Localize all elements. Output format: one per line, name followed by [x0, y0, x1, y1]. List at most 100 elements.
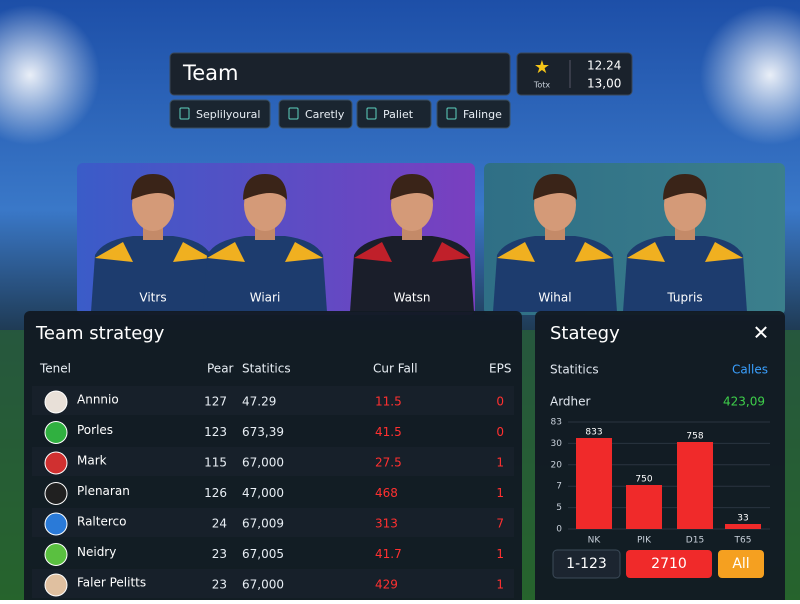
close-button[interactable]: ✕	[753, 321, 770, 345]
player-name: Mark	[77, 454, 107, 468]
column-header: Tenel	[39, 362, 71, 376]
tab-icon	[446, 107, 457, 120]
cur-fall: 41.7	[375, 547, 402, 561]
stadium-light	[700, 5, 800, 145]
panel-title: Team strategy	[35, 323, 165, 344]
y-label: 7	[556, 482, 562, 492]
metric-label: Ardher	[550, 395, 591, 409]
avatar	[44, 421, 68, 444]
eps: 0	[496, 395, 504, 409]
jersey-stripe	[497, 242, 613, 262]
statistics: 47.29	[242, 395, 276, 409]
tab-icon	[366, 107, 377, 120]
cur-fall: 429	[375, 578, 398, 592]
statistics: 67,000	[242, 456, 284, 470]
bar	[626, 485, 662, 529]
tab[interactable]	[356, 99, 432, 129]
button[interactable]	[718, 550, 764, 578]
x-label: T65	[734, 536, 752, 546]
cur-fall: 41.5	[375, 425, 402, 439]
hair	[243, 174, 287, 200]
bar-label: 750	[635, 475, 652, 485]
hair	[390, 174, 434, 200]
y-label: 5	[556, 503, 562, 513]
player-name: Annnio	[77, 393, 119, 407]
player-name: Porles	[77, 423, 113, 437]
tab[interactable]	[278, 99, 353, 129]
stadium-light	[0, 5, 100, 145]
player-name: Wihal	[538, 291, 571, 305]
cur-fall: 27.5	[375, 456, 402, 470]
eps: 1	[496, 578, 504, 592]
star-icon: ★	[534, 57, 550, 78]
metric-value: 423,09	[723, 395, 765, 409]
pear: 23	[212, 578, 227, 592]
statistics: 67,000	[242, 578, 284, 592]
avatar	[44, 451, 68, 475]
button-label[interactable]: 1-123	[566, 556, 607, 572]
tab[interactable]	[436, 99, 511, 129]
x-label: D15	[686, 536, 704, 546]
jersey-stripe	[207, 242, 323, 262]
column-header: Cur Fall	[373, 362, 418, 376]
score-box	[516, 52, 633, 96]
tab-icon	[288, 107, 299, 120]
column-header: EPS	[489, 362, 511, 376]
hair	[663, 174, 707, 200]
y-label: 20	[551, 460, 563, 470]
tab-icon	[179, 107, 190, 120]
link[interactable]: Calles	[732, 363, 768, 377]
button-label[interactable]: 2710	[651, 556, 687, 572]
panel-title: Stategy	[550, 323, 620, 344]
cur-fall: 468	[375, 486, 398, 500]
score-label: Totx	[533, 81, 551, 90]
eps: 1	[496, 547, 504, 561]
tab-label: Caretly	[305, 108, 345, 121]
button[interactable]	[626, 550, 712, 578]
players: Vitrs Wiari Watsn Wihal Tupris	[91, 174, 747, 312]
score-value: 13,00	[587, 77, 621, 91]
statistics-label: Statitics	[550, 363, 599, 377]
score-value: 12.24	[587, 59, 621, 73]
x-label: PIK	[637, 536, 652, 546]
eps: 1	[496, 456, 504, 470]
bar-label: 33	[737, 514, 748, 524]
player-name: Ralterco	[77, 515, 126, 529]
tab[interactable]	[169, 99, 271, 129]
player-name: Wiari	[250, 291, 281, 305]
button[interactable]	[552, 549, 621, 579]
strategy-panel	[535, 311, 785, 604]
player-name: Tupris	[666, 291, 702, 305]
column-header: Statitics	[242, 362, 291, 376]
pear: 23	[212, 547, 227, 561]
statistics: 673,39	[242, 425, 284, 439]
title: Team	[182, 61, 239, 85]
statistics: 67,009	[242, 517, 284, 531]
y-label: 0	[556, 525, 562, 535]
player-name: Neidry	[77, 545, 116, 559]
title-bar	[169, 52, 511, 96]
tab-label: Falinge	[463, 108, 502, 121]
player-name: Faler Pelitts	[77, 576, 146, 590]
button-label[interactable]: All	[732, 556, 749, 572]
pear: 24	[212, 517, 227, 531]
bar	[576, 438, 612, 529]
eps: 1	[496, 486, 504, 500]
avatar	[44, 482, 68, 505]
statistics: 47,000	[242, 486, 284, 500]
player-name: Vitrs	[139, 291, 166, 305]
bar-label: 758	[686, 432, 703, 442]
row-bg	[32, 569, 514, 598]
hair	[533, 174, 577, 200]
tab-label: Paliet	[383, 108, 414, 121]
bar	[677, 442, 713, 529]
eps: 0	[496, 425, 504, 439]
tab-bar: Seplilyoural Caretly Paliet Falinge	[169, 99, 511, 129]
bar	[725, 524, 761, 529]
statistics: 67,005	[242, 547, 284, 561]
table: Tenel Pear Statitics Cur Fall EPS Annnio 127 47…	[32, 362, 514, 598]
avatar	[44, 543, 68, 566]
eps: 7	[496, 517, 504, 531]
player-name: Watsn	[393, 291, 430, 305]
